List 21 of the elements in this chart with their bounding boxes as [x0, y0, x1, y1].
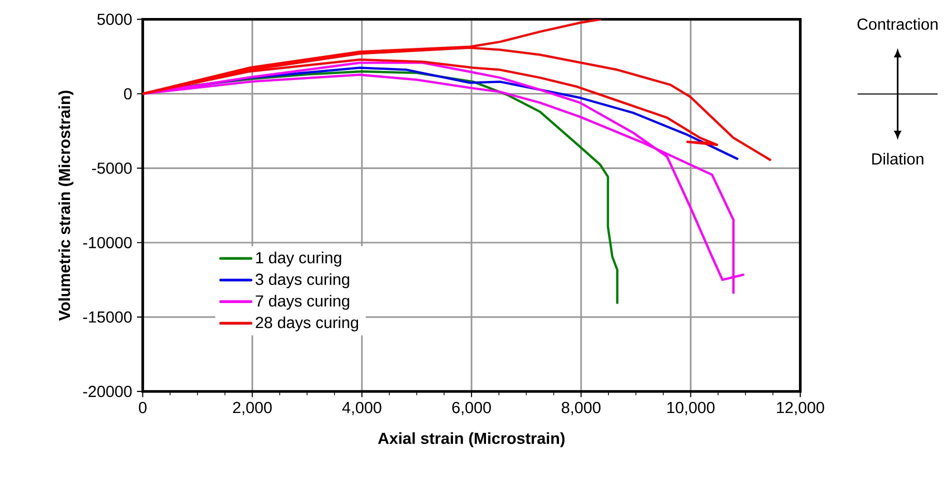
x-tick-label: 4,000: [342, 402, 382, 416]
text: Dilation: [872, 153, 924, 165]
text: Contraction: [858, 18, 938, 30]
y-axis-title: Volumetric strain (Microstrain): [58, 90, 74, 322]
legend-label: 1 day curing: [256, 252, 342, 267]
x-tick-label: 8,000: [562, 402, 600, 416]
y-tick-label: 0: [124, 88, 132, 100]
x-tick-label: 2,000: [233, 402, 272, 416]
y-tick-label: -10000: [83, 237, 132, 249]
x-tick-label: 6,000: [452, 402, 491, 416]
legend-label: 7 days curing: [256, 295, 350, 310]
legend-label: 3 days curing: [256, 274, 350, 288]
y-tick-label: -20000: [83, 386, 132, 398]
x-tick-label: 10,000: [667, 402, 715, 416]
y-tick-label: 5000: [97, 14, 132, 26]
x-tick-label: 0: [138, 402, 147, 414]
y-tick-label: -15000: [83, 312, 132, 323]
y-tick-label: -5000: [92, 162, 132, 174]
x-tick-label: 12,000: [777, 402, 824, 416]
x-axis-title: Axial strain (Microstrain): [378, 432, 565, 448]
legend-label: 28 days curing: [256, 316, 358, 332]
